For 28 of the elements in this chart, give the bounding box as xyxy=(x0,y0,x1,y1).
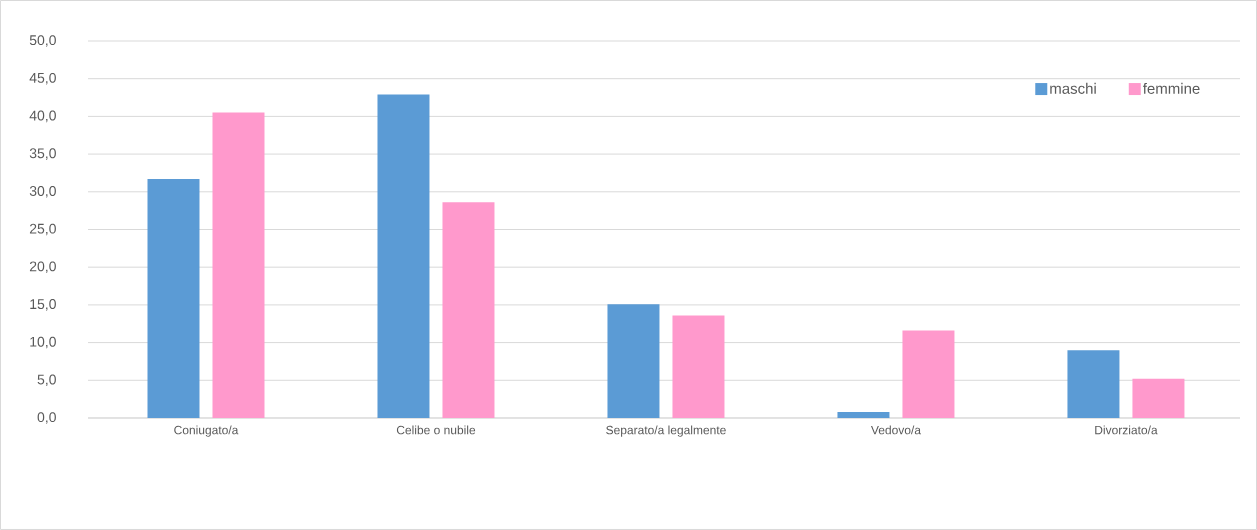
y-tick-label: 35,0 xyxy=(29,148,56,160)
y-tick-label: 20,0 xyxy=(29,261,56,273)
bar xyxy=(212,112,265,418)
x-tick-label: Separato/a legalmente xyxy=(606,425,726,437)
y-tick-label: 40,0 xyxy=(29,110,56,123)
legend-label: maschi xyxy=(1050,82,1096,94)
bar xyxy=(377,94,430,418)
y-tick-label: 10,0 xyxy=(30,336,56,349)
y-tick-label: 25,0 xyxy=(29,223,56,236)
y-tick-label: 15,0 xyxy=(30,299,56,311)
y-tick-label: 0,0 xyxy=(37,412,56,424)
legend-label: femmine xyxy=(1142,82,1200,94)
x-tick-label: Vedovo/a xyxy=(870,425,921,435)
y-tick-label: 50,0 xyxy=(29,35,56,47)
bar xyxy=(1132,378,1185,418)
x-tick-label: Divorziato/a xyxy=(1095,425,1158,435)
bar xyxy=(147,178,200,418)
y-tick-label: 45,0 xyxy=(29,72,56,85)
x-tick-label: Coniugato/a xyxy=(174,425,239,437)
bar xyxy=(442,202,495,418)
bar xyxy=(902,330,955,418)
bar xyxy=(607,304,660,418)
y-tick-label: 5,0 xyxy=(37,374,56,387)
bar xyxy=(837,411,890,418)
x-tick-label: Celibe o nubile xyxy=(396,425,476,435)
bar xyxy=(672,315,725,418)
bar xyxy=(1067,350,1120,418)
y-tick-label: 30,0 xyxy=(29,186,56,198)
